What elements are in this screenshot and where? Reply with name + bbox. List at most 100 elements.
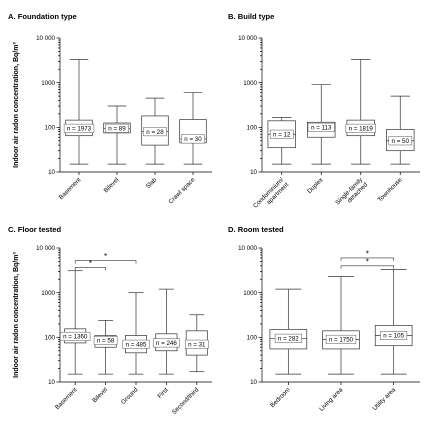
n-label-text: n = 1750 — [329, 337, 354, 344]
box-utility-area: n = 105 — [374, 269, 413, 375]
n-label: n = 282 — [274, 333, 302, 343]
n-label: n = 105 — [380, 331, 408, 340]
n-label-box — [181, 134, 205, 144]
x-category-living-area: Living area — [318, 386, 345, 413]
y-tick-label: 10 000 — [36, 245, 55, 252]
y-tick-label: 100 — [45, 335, 56, 342]
n-label-text: n = 113 — [311, 125, 332, 132]
n-label-text: n = 485 — [126, 341, 147, 348]
n-label-text: n = 1819 — [349, 126, 374, 133]
x-category-first: First — [156, 386, 170, 400]
n-label-box — [63, 123, 95, 133]
n-label: n = 30 — [181, 134, 205, 144]
n-label: n = 1819 — [345, 123, 376, 133]
x-category-second-third: Second/third — [171, 386, 201, 416]
n-label-text: n = 89 — [108, 126, 126, 133]
x-category-basement: Basement — [58, 176, 83, 201]
y-tick-label: 10 — [48, 379, 55, 386]
y-tick-label: 1000 — [243, 80, 257, 87]
box-bilevel: n = 89 — [103, 105, 131, 165]
y-tick-label: 10 000 — [238, 245, 257, 252]
box-living-area: n = 1750 — [322, 276, 360, 375]
y-axis-label: Indoor air radon concentration, Bq/m³ — [13, 252, 20, 378]
panel-title: C. Floor tested — [8, 225, 62, 234]
n-label: n = 89 — [105, 123, 129, 133]
bracket-line — [340, 265, 394, 269]
n-label-box — [93, 336, 118, 345]
n-label-box — [325, 334, 357, 344]
significance-bracket: * — [340, 257, 394, 269]
n-label-box — [307, 122, 335, 132]
box-bilevel: n = 58 — [93, 320, 118, 375]
y-tick-label: 10 — [250, 169, 257, 176]
n-label-box — [345, 123, 376, 133]
box-first: n = 246 — [152, 288, 180, 375]
n-label-box — [274, 333, 302, 343]
box-basement: n = 1973 — [63, 59, 95, 165]
panel-build-type: B. Build type 10 100 1000 10 000 Condominium/… — [228, 12, 420, 214]
n-label-box — [122, 339, 150, 349]
n-label: n = 1360 — [60, 331, 91, 341]
x-category-slab: Slab — [145, 176, 159, 190]
significance-bracket: * — [74, 259, 106, 271]
y-tick-label: 10 — [250, 379, 257, 386]
n-label-box — [185, 339, 209, 349]
x-category-townhouse: Townhouse — [377, 176, 404, 203]
x-category-bilevel: Bilevel — [91, 386, 109, 404]
y-tick-label: 10 000 — [238, 35, 257, 42]
y-tick-label: 100 — [247, 335, 258, 342]
n-label-box — [269, 129, 294, 139]
y-tick-label: 10 — [48, 169, 55, 176]
x-category-single-family-detached: Single-familydetached — [334, 176, 370, 212]
n-label: n = 50 — [388, 136, 413, 146]
box-townhouse: n = 50 — [386, 95, 415, 165]
x-category-bilevel: Bilevel — [103, 176, 121, 194]
box-ground: n = 485 — [122, 292, 150, 375]
x-category-basement: Basement — [54, 386, 79, 411]
x-category-ground: Ground — [120, 386, 140, 406]
n-label: n = 113 — [307, 122, 335, 132]
n-label: n = 28 — [143, 127, 167, 137]
x-category-bedroom: Bedroom — [269, 386, 292, 409]
y-axis-label: Indoor air radon concentration, Bq/m³ — [13, 42, 20, 168]
n-label-text: n = 282 — [278, 336, 299, 343]
panel-floor-tested: C. Floor tested Indoor air radon concentr… — [8, 225, 212, 416]
box-duplex: n = 113 — [307, 84, 336, 165]
x-category-utility-area: Utility area — [371, 386, 397, 412]
significance-star: * — [366, 249, 369, 258]
y-tick-label: 1000 — [243, 290, 257, 297]
n-label-text: n = 246 — [156, 340, 177, 347]
n-label: n = 485 — [122, 339, 150, 349]
n-label-text: n = 31 — [188, 341, 206, 348]
significance-star: * — [104, 252, 107, 261]
significance-bracket: * — [74, 252, 137, 264]
n-label-text: n = 58 — [97, 338, 115, 345]
bracket-line — [74, 266, 106, 271]
box-basement: n = 1360 — [60, 270, 91, 375]
n-label-box — [60, 331, 91, 341]
box-second-third: n = 31 — [185, 314, 209, 373]
n-label: n = 1973 — [63, 123, 95, 133]
n-label: n = 1750 — [325, 334, 357, 344]
n-label: n = 31 — [185, 339, 209, 349]
y-tick-label: 100 — [247, 125, 258, 132]
y-tick-label: 1000 — [41, 290, 55, 297]
n-label-text: n = 105 — [383, 333, 404, 340]
y-tick-label: 100 — [45, 125, 56, 132]
y-tick-label: 10 000 — [36, 35, 55, 42]
box-bedroom: n = 282 — [269, 288, 308, 375]
n-label: n = 246 — [152, 338, 180, 348]
box-crawl-space: n = 30 — [179, 92, 207, 165]
x-category-duplex: Duplex — [306, 176, 325, 195]
n-label-box — [143, 127, 167, 137]
significance-bracket: * — [340, 249, 394, 261]
n-label-box — [380, 331, 408, 340]
n-label-text: n = 1360 — [63, 334, 88, 341]
bracket-line — [74, 260, 137, 264]
panel-title: A. Foundation type — [8, 12, 77, 21]
n-label-text: n = 1973 — [67, 126, 92, 133]
x-category-condominium-apartment: Condominium/apartment — [252, 176, 290, 214]
n-label-text: n = 12 — [273, 131, 291, 138]
panel-title: D. Room tested — [228, 225, 284, 234]
